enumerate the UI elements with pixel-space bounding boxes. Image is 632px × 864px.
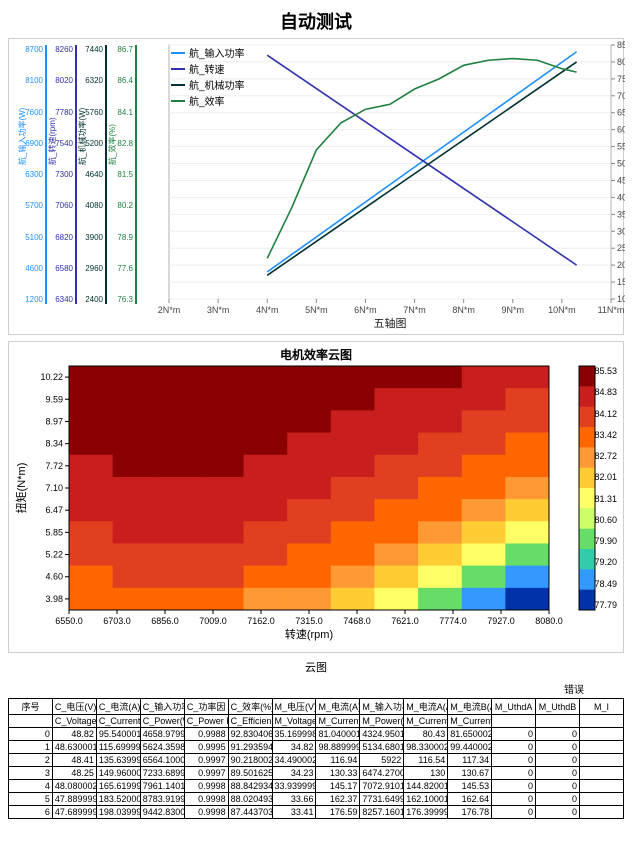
svg-text:8.97: 8.97 [45, 416, 63, 426]
column-header [536, 715, 580, 728]
column-header: C_功率因 [184, 699, 228, 715]
svg-text:60: 60 [617, 125, 625, 135]
svg-text:6703.0: 6703.0 [103, 616, 131, 626]
svg-text:7009.0: 7009.0 [199, 616, 227, 626]
svg-text:20: 20 [617, 260, 625, 270]
column-header: M_UthdB [536, 699, 580, 715]
table-row: 048.8295.5400014658.979980.998892.830406… [9, 728, 624, 741]
svg-text:10.22: 10.22 [40, 372, 63, 382]
svg-text:7.10: 7.10 [45, 483, 63, 493]
svg-text:7315.0: 7315.0 [295, 616, 323, 626]
svg-text:85: 85 [617, 40, 625, 50]
svg-text:4N*m: 4N*m [256, 305, 279, 315]
column-header: M_电流B(A) [448, 699, 492, 715]
y-axis-col: 86.786.484.182.881.580.278.977.676.3航_效率… [109, 45, 135, 304]
svg-text:7468.0: 7468.0 [343, 616, 371, 626]
column-header: M_电流A(A) [404, 699, 448, 715]
table-caption-right: 错误 [8, 681, 624, 696]
column-header: C_Efficiency(%) [228, 715, 272, 728]
svg-text:6N*m: 6N*m [354, 305, 377, 315]
svg-text:8.34: 8.34 [45, 439, 63, 449]
column-header: 序号 [9, 699, 53, 715]
svg-text:9.59: 9.59 [45, 394, 63, 404]
table-row: 248.41135.6399996564.1000980.999790.2180… [9, 754, 624, 767]
svg-text:7N*m: 7N*m [403, 305, 426, 315]
svg-text:7774.0: 7774.0 [439, 616, 467, 626]
svg-text:70: 70 [617, 91, 625, 101]
table-row: 547.889999183.5200048783.9199220.999888.… [9, 793, 624, 806]
table-row: 448.080002165.6199957961.1401370.999888.… [9, 780, 624, 793]
data-table: 序号C_电压(V)C_电流(A)C_输入功率(W)C_功率因C_效率(%)M_电… [8, 698, 624, 819]
column-header: M_输入功率(W) [360, 699, 404, 715]
column-header: M_CurrentB [448, 715, 492, 728]
svg-text:45: 45 [617, 175, 625, 185]
svg-text:25: 25 [617, 243, 625, 253]
column-header: M_Voltage(V) [272, 715, 316, 728]
svg-text:5N*m: 5N*m [305, 305, 328, 315]
column-header: M_电压(V) [272, 699, 316, 715]
svg-text:4.60: 4.60 [45, 572, 63, 582]
svg-text:8080.0: 8080.0 [535, 616, 563, 626]
column-header: M_CurrentA [404, 715, 448, 728]
svg-text:8N*m: 8N*m [452, 305, 475, 315]
column-header [492, 715, 536, 728]
column-header: M_UthdA [492, 699, 536, 715]
svg-text:75: 75 [617, 74, 625, 84]
svg-text:5.85: 5.85 [45, 527, 63, 537]
y-axis-col: 826080207780754073007060682065806340航_转速… [49, 45, 75, 304]
column-header: C_电压(V) [52, 699, 96, 715]
svg-text:6550.0: 6550.0 [55, 616, 83, 626]
page-title: 自动测试 [8, 8, 624, 34]
svg-text:11N*m: 11N*m [598, 305, 625, 315]
svg-text:2N*m: 2N*m [158, 305, 181, 315]
svg-text:7.72: 7.72 [45, 461, 63, 471]
svg-text:80: 80 [617, 57, 625, 67]
colorbar-labels: 85.5384.8384.1283.4282.7282.0181.3180.60… [594, 366, 617, 610]
column-header: C_输入功率(W) [140, 699, 184, 715]
column-header [579, 715, 623, 728]
svg-text:55: 55 [617, 142, 625, 152]
svg-text:6.47: 6.47 [45, 505, 63, 515]
svg-text:3.98: 3.98 [45, 594, 63, 604]
table-row: 348.25149.9600077233.6899410.999789.5016… [9, 767, 624, 780]
y-axis-col: 870081007600690063005700510046001200航_输入… [19, 45, 45, 304]
column-header: M_I [579, 699, 623, 715]
column-header: C_Power(W) [140, 715, 184, 728]
svg-text:65: 65 [617, 108, 625, 118]
heatmap-caption: 云图 [8, 659, 624, 675]
column-header: C_电流(A) [96, 699, 140, 715]
svg-text:10: 10 [617, 294, 625, 304]
svg-text:50: 50 [617, 159, 625, 169]
column-header: C_Voltage(V) [52, 715, 96, 728]
line-chart: 航_输入功率航_转速航_机械功率航_效率 1015202530354045505… [8, 38, 624, 335]
svg-text:9N*m: 9N*m [502, 305, 525, 315]
column-header: M_Current(A) [316, 715, 360, 728]
svg-text:转速(rpm): 转速(rpm) [285, 627, 333, 641]
svg-text:35: 35 [617, 209, 625, 219]
column-header [9, 715, 53, 728]
svg-text:5.22: 5.22 [45, 550, 63, 560]
table-row: 148.630001115.6999975624.3598630.999591.… [9, 741, 624, 754]
column-header: C_Current(A) [96, 715, 140, 728]
svg-text:10N*m: 10N*m [548, 305, 576, 315]
column-header: M_Power(W) [360, 715, 404, 728]
table-row: 647.689999198.0399939442.8300780.999887.… [9, 806, 624, 819]
heatmap-chart: 电机效率云图 10.229.598.978.347.727.106.475.85… [8, 341, 624, 653]
svg-text:40: 40 [617, 192, 625, 202]
column-header: C_效率(%) [228, 699, 272, 715]
svg-text:7927.0: 7927.0 [487, 616, 515, 626]
svg-text:6856.0: 6856.0 [151, 616, 179, 626]
svg-text:7621.0: 7621.0 [391, 616, 419, 626]
column-header: M_电流(A) [316, 699, 360, 715]
y-axis-col: 744063205760520046404080390029602400航_机械… [79, 45, 105, 304]
svg-text:7162.0: 7162.0 [247, 616, 275, 626]
column-header: C_Power Factor [184, 715, 228, 728]
heatmap-svg: 10.22 9.59 8.97 8.34 7.72 7.10 6.47 5.85 5.22 4.6… [9, 342, 625, 652]
svg-text:扭矩(N*m): 扭矩(N*m) [14, 463, 28, 514]
svg-text:15: 15 [617, 277, 625, 287]
svg-text:五轴图: 五轴图 [374, 316, 407, 330]
svg-text:30: 30 [617, 226, 625, 236]
svg-text:3N*m: 3N*m [207, 305, 230, 315]
